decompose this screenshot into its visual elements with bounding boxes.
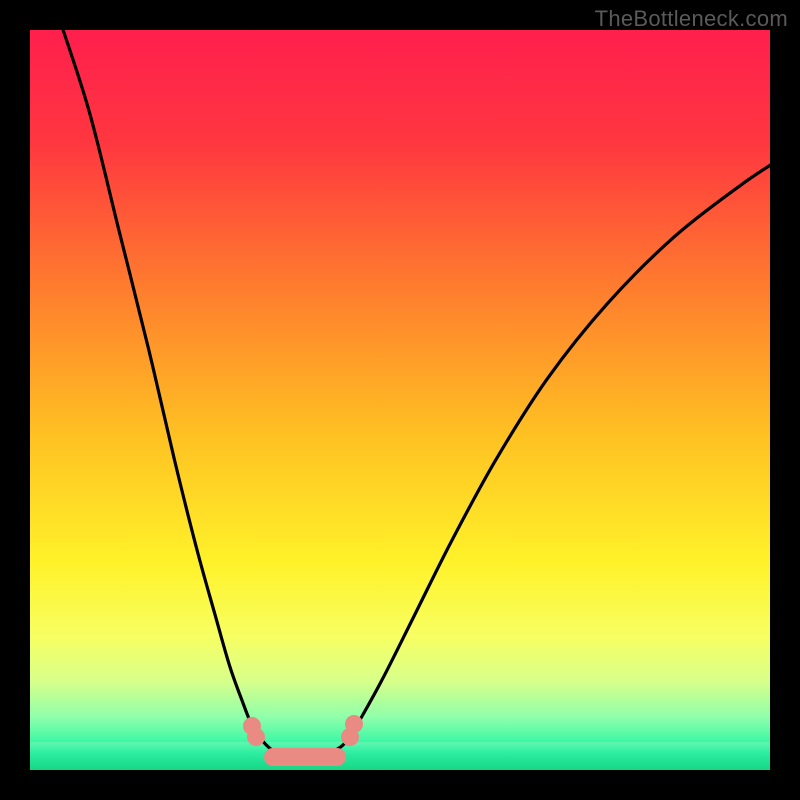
curve-marker-pill (264, 748, 346, 766)
bottleneck-curve (58, 30, 770, 757)
watermark-text: TheBottleneck.com (595, 6, 788, 32)
curve-marker (247, 728, 265, 746)
curve-marker (345, 715, 363, 733)
plot-area (30, 30, 770, 770)
curve-svg (30, 30, 770, 770)
